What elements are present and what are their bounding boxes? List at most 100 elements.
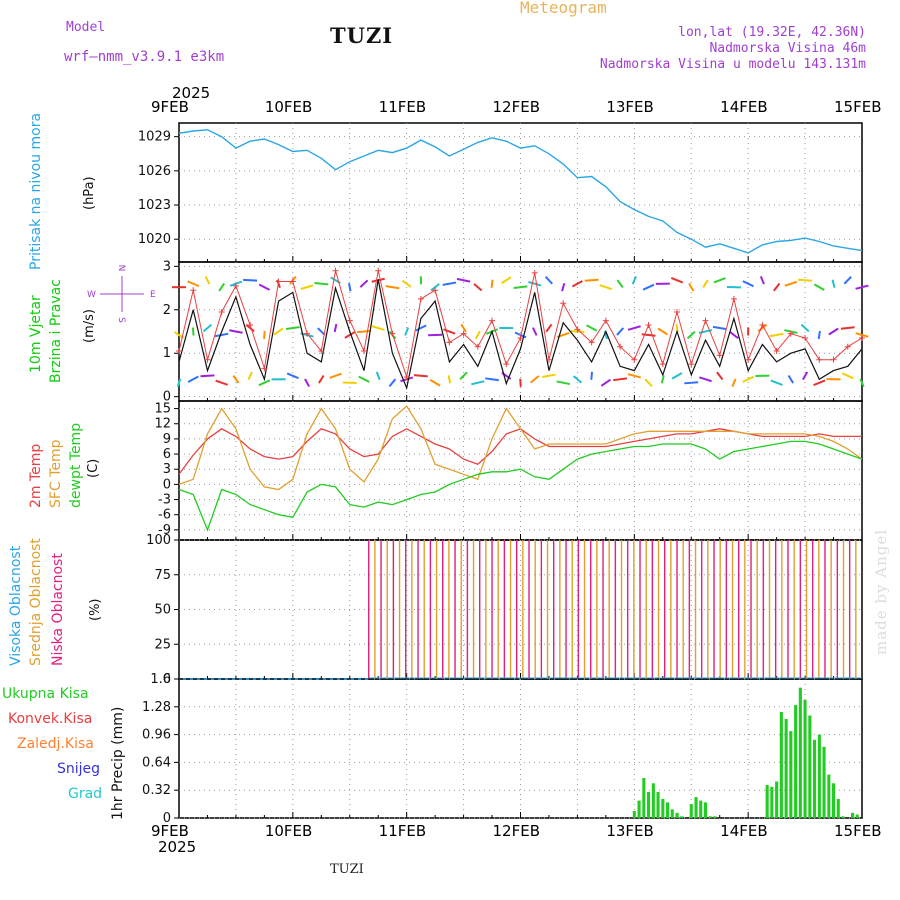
precip-bar	[784, 719, 788, 818]
ytick-label-wind: 0	[163, 390, 171, 405]
ytick-label-temperature: 0	[163, 477, 171, 492]
wind-gust-marker	[745, 356, 752, 363]
ytick-label-temperature: 15	[154, 402, 171, 417]
wind-arrow	[358, 375, 370, 383]
ytick-label-clouds: 0	[163, 672, 171, 687]
precip-bar	[841, 816, 845, 818]
wind-arrow	[532, 327, 538, 336]
wind-arrow	[627, 373, 641, 379]
ytick-label-wind: 1	[163, 346, 171, 361]
wind-arrow	[247, 371, 253, 381]
date-top-label: 10FEB	[264, 98, 313, 116]
wind-arrow	[429, 379, 441, 387]
precip-bar	[699, 800, 703, 818]
wind-arrow	[447, 375, 452, 384]
wind-arrow	[840, 326, 855, 330]
wind-gust-marker	[318, 348, 325, 355]
wind-gust-marker	[417, 295, 424, 302]
ytick-label-precip: 0.96	[142, 728, 171, 743]
wind-arrow	[344, 331, 356, 339]
wind-arrow	[317, 327, 326, 336]
ytick-label-precip: 0.32	[142, 783, 171, 798]
pressure-line	[178, 129, 863, 254]
precip-bar	[689, 804, 693, 818]
wind-arrow	[600, 378, 611, 387]
precip-bar	[855, 814, 859, 818]
wind-arrow	[759, 275, 765, 285]
wind-arrow	[202, 323, 213, 333]
date-bottom-label: 12FEB	[492, 822, 540, 840]
wind-gust-marker	[859, 335, 865, 342]
precip-bar	[642, 778, 646, 818]
wind-arrow	[787, 374, 794, 384]
wind-arrow	[258, 283, 271, 291]
date-bottom-label: 15FEB	[834, 822, 882, 840]
wind-gust-marker	[545, 356, 552, 363]
wind-gust-marker	[659, 361, 666, 368]
wind-arrow	[644, 378, 653, 387]
precip-bar	[794, 705, 798, 818]
wind-arrow	[688, 282, 695, 292]
precip-bar	[803, 699, 807, 818]
wind-arrow	[300, 284, 314, 290]
wind-arrow	[413, 374, 428, 378]
wind-arrow	[798, 278, 813, 282]
model-label: Model	[66, 20, 106, 35]
wind-arrow	[641, 333, 656, 337]
wind-arrow	[571, 280, 583, 288]
wind-gust-marker	[332, 267, 339, 274]
precip-bar	[770, 786, 774, 818]
wind-arrow	[542, 373, 556, 379]
wind-gust-marker	[446, 339, 453, 346]
wind-arrow	[456, 277, 471, 283]
wind-arrow	[229, 329, 243, 334]
ytick-label-clouds: 50	[154, 603, 171, 618]
wind-arrow	[459, 371, 468, 380]
date-top-label: 13FEB	[606, 98, 654, 116]
wind-gust-marker	[730, 295, 737, 302]
wind-arrow	[702, 279, 709, 289]
date-bottom-label: 10FEB	[264, 822, 313, 840]
wind-gust-marker	[190, 287, 197, 294]
wind-gust-marker	[773, 348, 780, 355]
wind-gust-marker	[787, 330, 794, 337]
wind-gust-marker	[474, 343, 481, 350]
ytick-label-pressure: 1026	[138, 164, 171, 179]
wind-arrow	[490, 279, 494, 288]
date-top-label: 14FEB	[720, 98, 768, 116]
date-bottom-label: 11FEB	[378, 822, 427, 840]
precip-bar	[813, 739, 817, 818]
wind-arrow	[590, 371, 594, 380]
wind-gust-marker	[816, 356, 823, 363]
wind-arrow	[204, 275, 211, 285]
wind-arrow	[404, 327, 410, 336]
wind-arrow	[442, 281, 457, 286]
wind-gust-marker	[247, 321, 254, 328]
wind-arrow	[731, 378, 737, 388]
wind-arrow	[684, 381, 699, 385]
wind-arrow	[642, 283, 655, 291]
elevation-label: Nadmorska Visina 46m	[709, 41, 866, 56]
precip-bar	[713, 816, 717, 818]
wind-arrow	[530, 375, 540, 384]
date-top-label: 9FEB	[151, 98, 189, 116]
wind-arrow	[556, 380, 570, 386]
model-elevation-label: Nadmorska Visina u modelu 143.131m	[599, 57, 866, 72]
wind-arrow	[385, 285, 400, 290]
wind-arrow	[375, 371, 381, 381]
wind-arrow	[772, 282, 781, 292]
watermark: made by Angel	[872, 528, 890, 655]
ytick-label-clouds: 100	[146, 533, 171, 548]
wind-arrow	[713, 277, 726, 284]
wind-gust-marker	[631, 356, 638, 363]
wind-gust-marker	[574, 326, 581, 333]
wind-arrow	[258, 379, 271, 387]
wind-arrow	[627, 325, 641, 331]
year-bottom: 2025	[158, 838, 197, 856]
date-bottom-label: 14FEB	[720, 822, 768, 840]
ytick-label-pressure: 1029	[138, 130, 171, 145]
wind-arrow	[855, 332, 869, 338]
precip-bar	[666, 802, 670, 818]
wind-arrow	[742, 375, 754, 383]
precip-bar	[765, 785, 769, 818]
